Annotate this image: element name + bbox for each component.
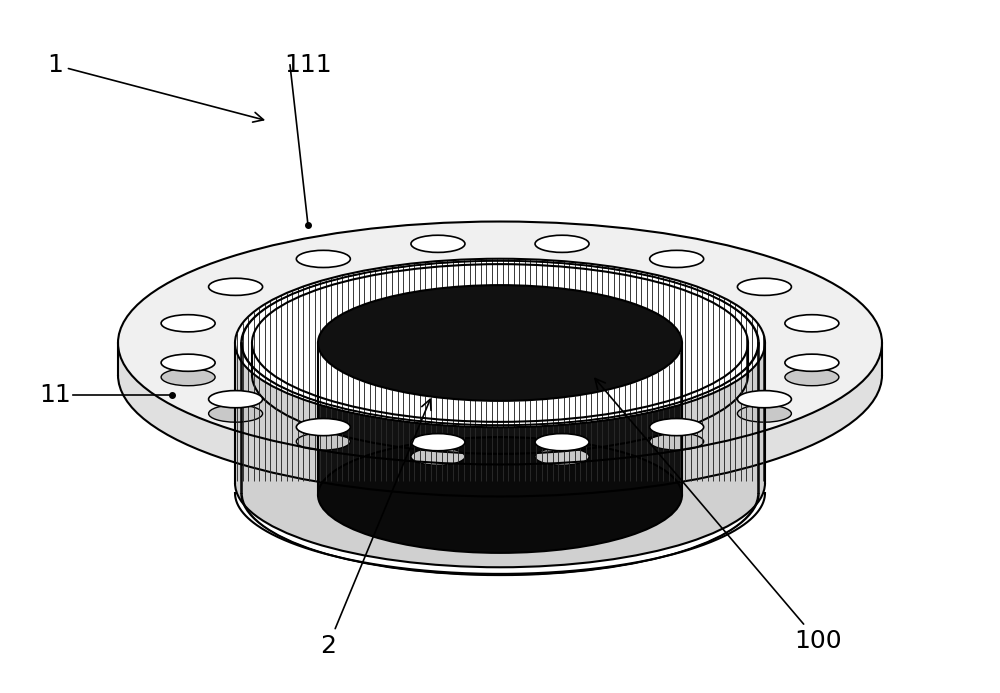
Ellipse shape xyxy=(737,391,791,407)
Ellipse shape xyxy=(161,369,215,386)
Text: 11: 11 xyxy=(39,383,71,407)
Ellipse shape xyxy=(318,437,682,553)
Ellipse shape xyxy=(296,250,350,267)
Ellipse shape xyxy=(535,235,589,252)
Ellipse shape xyxy=(411,434,465,450)
Ellipse shape xyxy=(296,433,350,450)
Text: 2: 2 xyxy=(320,399,431,658)
Text: 111: 111 xyxy=(284,53,332,77)
Ellipse shape xyxy=(785,315,839,332)
Polygon shape xyxy=(318,343,682,553)
Polygon shape xyxy=(118,222,882,464)
Polygon shape xyxy=(118,343,882,496)
Ellipse shape xyxy=(535,448,589,465)
Polygon shape xyxy=(235,258,765,428)
Ellipse shape xyxy=(296,419,350,436)
Ellipse shape xyxy=(209,391,263,407)
Ellipse shape xyxy=(785,354,839,371)
Ellipse shape xyxy=(737,405,791,422)
Ellipse shape xyxy=(785,369,839,386)
Polygon shape xyxy=(252,264,748,422)
Ellipse shape xyxy=(411,448,465,465)
Text: 1: 1 xyxy=(47,53,264,122)
Ellipse shape xyxy=(650,250,704,267)
Ellipse shape xyxy=(209,405,263,422)
Ellipse shape xyxy=(650,433,704,450)
Polygon shape xyxy=(318,285,682,401)
Ellipse shape xyxy=(161,315,215,332)
Ellipse shape xyxy=(737,278,791,295)
Polygon shape xyxy=(235,343,765,568)
Ellipse shape xyxy=(411,235,465,252)
Polygon shape xyxy=(252,343,748,454)
Ellipse shape xyxy=(535,434,589,450)
Text: 100: 100 xyxy=(595,378,842,653)
Ellipse shape xyxy=(161,354,215,371)
Ellipse shape xyxy=(650,419,704,436)
Ellipse shape xyxy=(209,278,263,295)
